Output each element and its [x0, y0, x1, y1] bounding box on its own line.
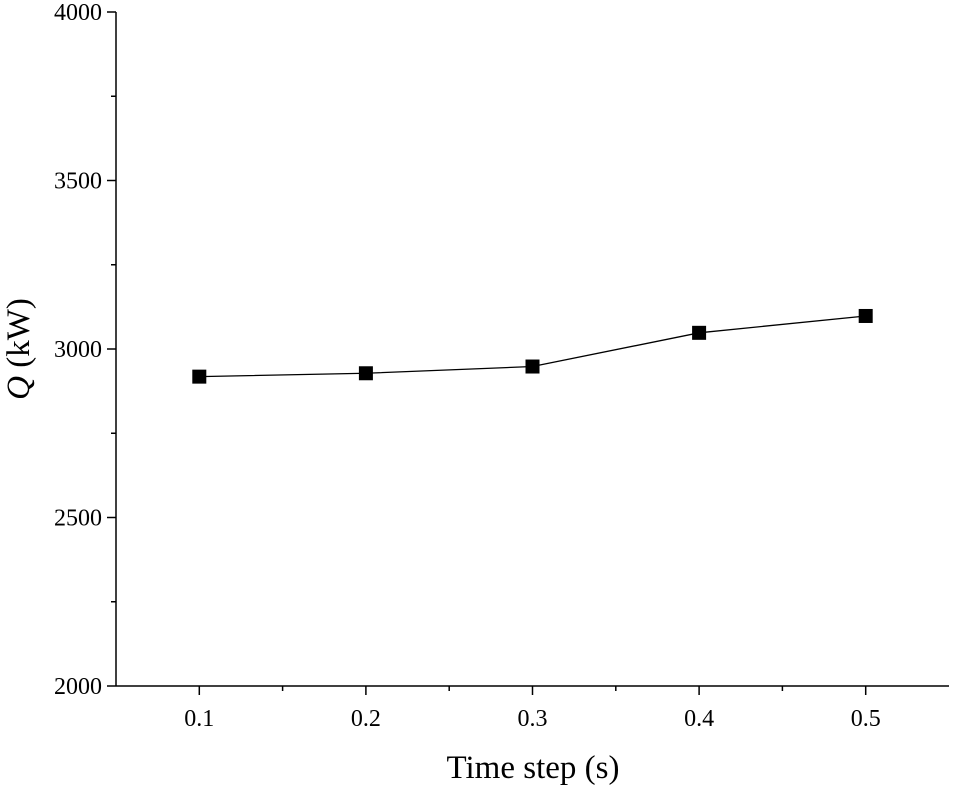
y-axis-title-unit: (kW)	[1, 298, 37, 376]
data-point-marker	[858, 308, 873, 323]
y-tick-label: 2000	[54, 674, 102, 700]
x-tick-label: 0.4	[684, 706, 714, 732]
y-axis-ticks: 2000 2500 3000 3500 4000	[54, 0, 116, 700]
x-tick-label: 0.1	[184, 706, 214, 732]
x-tick-label: 0.2	[351, 706, 381, 732]
data-point-marker	[692, 325, 707, 340]
y-axis-title: Q (kW)	[1, 298, 37, 400]
x-tick-label: 0.5	[851, 706, 881, 732]
x-axis-title: Time step (s)	[447, 750, 620, 786]
data-point-marker	[525, 359, 540, 374]
y-tick-label: 4000	[54, 0, 102, 26]
series-layer	[192, 308, 873, 384]
y-tick-label: 3500	[54, 169, 102, 195]
y-tick-label: 2500	[54, 506, 102, 532]
x-tick-label: 0.3	[518, 706, 548, 732]
x-axis-ticks: 0.1 0.2 0.3 0.4 0.5	[184, 686, 881, 732]
y-axis-title-symbol: Q	[1, 376, 37, 400]
axes	[115, 12, 949, 687]
data-point-marker	[192, 369, 207, 384]
y-tick-label: 3000	[54, 337, 102, 363]
data-point-marker	[358, 366, 373, 381]
